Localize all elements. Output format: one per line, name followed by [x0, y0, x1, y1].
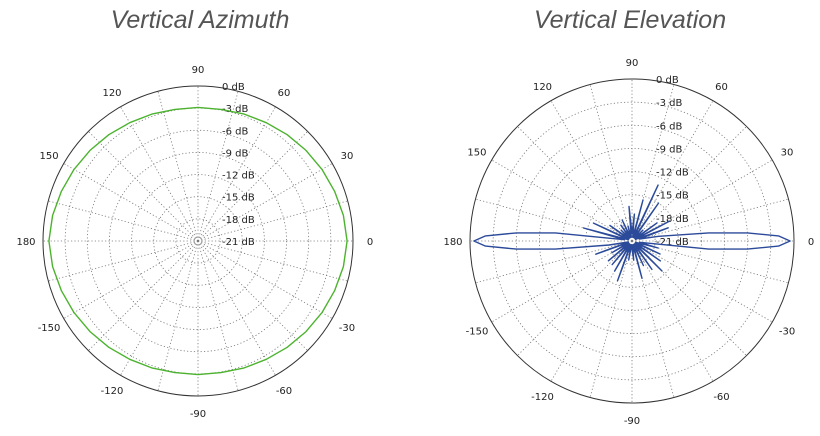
angle-tick-label: -60 — [713, 392, 729, 403]
angle-tick-label: -90 — [190, 409, 206, 420]
radial-tick-label: -18 dB — [656, 214, 689, 225]
elevation-panel: Vertical Elevation 0 dB -3 dB -6 dB -9 dB -1… — [430, 0, 820, 436]
angle-tick-label: 30 — [341, 151, 354, 162]
grid-spoke — [550, 100, 633, 242]
grid-spoke — [197, 240, 239, 391]
radial-tick-label: 0 dB — [656, 75, 679, 86]
grid-spoke — [48, 200, 199, 242]
radial-tick-label: -15 dB — [222, 193, 255, 204]
angle-tick-label: -60 — [276, 386, 292, 397]
radial-tick-label: -21 dB — [222, 237, 255, 248]
grid-spoke — [589, 84, 633, 242]
grid-spoke — [631, 240, 714, 382]
grid-spoke — [491, 159, 633, 242]
angle-tick-label: 60 — [278, 88, 291, 99]
chart-title: Vertical Azimuth — [110, 6, 290, 34]
series-line — [473, 184, 791, 282]
angle-tick-label: 60 — [715, 82, 728, 93]
grid-spoke — [631, 159, 773, 242]
angle-tick-label: 180 — [16, 237, 35, 248]
grid-ring — [175, 218, 221, 264]
grid-ring — [608, 217, 656, 265]
angle-tick-label: 150 — [39, 151, 58, 162]
grid-ring — [131, 174, 265, 308]
elevation-polar-chart: 0 dB -3 dB -6 dB -9 dB -12 dB -15 dB -18 dB -21… — [443, 58, 814, 427]
angle-tick-label: 90 — [192, 65, 205, 76]
radial-tick-label: -3 dB — [222, 104, 248, 115]
grid-spoke — [197, 240, 348, 282]
grid-ring — [86, 129, 310, 353]
angle-tick-label: -30 — [779, 327, 795, 338]
angle-tick-label: -150 — [38, 323, 61, 334]
radial-tick-label: -15 dB — [656, 191, 689, 202]
radial-tick-label: -18 dB — [222, 215, 255, 226]
radial-tick-label: -21 dB — [656, 237, 689, 248]
grid-spoke — [157, 91, 199, 242]
radial-tick-label: -6 dB — [656, 121, 682, 132]
grid-spoke — [517, 240, 633, 356]
grid-spoke — [491, 240, 633, 323]
radial-tick-label: -9 dB — [222, 148, 248, 159]
outer-ring — [469, 78, 795, 404]
grid-spoke — [63, 163, 199, 242]
grid-spoke — [157, 240, 199, 391]
grid-spoke — [197, 240, 276, 376]
grid-spoke — [197, 200, 348, 242]
angle-tick-label: 180 — [443, 237, 462, 248]
angle-tick-label: 90 — [626, 58, 639, 69]
angle-tick-label: 150 — [467, 148, 486, 159]
grid-spoke — [197, 240, 333, 319]
grid-spoke — [517, 126, 633, 242]
angle-tick-label: 0 — [808, 237, 814, 248]
grid-spoke — [120, 240, 199, 376]
angle-tick-label: -120 — [101, 386, 124, 397]
grid-spoke — [589, 240, 633, 398]
grid-spoke — [631, 240, 773, 323]
angle-tick-label: 0 — [367, 237, 373, 248]
radial-tick-label: -12 dB — [222, 171, 255, 182]
grid-spoke — [63, 240, 199, 319]
grid-spoke — [88, 131, 199, 242]
angle-tick-label: -90 — [624, 416, 640, 427]
azimuth-polar-chart: 0 dB -3 dB -6 dB -9 dB -12 dB -15 dB -18 dB -21… — [16, 65, 373, 420]
grid-ring — [585, 194, 679, 288]
angle-tick-label: -120 — [531, 392, 554, 403]
angle-tick-label: 120 — [102, 88, 121, 99]
chart-title: Vertical Elevation — [533, 6, 727, 34]
grid-spoke — [88, 240, 199, 351]
grid-spoke — [631, 126, 747, 242]
grid-spoke — [197, 163, 333, 242]
angle-tick-label: -30 — [339, 323, 355, 334]
radial-tick-label: -9 dB — [656, 144, 682, 155]
radial-tick-label: 0 dB — [222, 82, 245, 93]
grid-ring — [562, 171, 702, 311]
angle-tick-label: 120 — [533, 82, 552, 93]
grid-spoke — [48, 240, 199, 282]
azimuth-panel: Vertical Azimuth 0 dB -3 dB -6 dB -9 dB -12 … — [0, 0, 400, 436]
radial-tick-label: -3 dB — [656, 98, 682, 109]
outer-ring — [42, 85, 354, 397]
radial-tick-label: -12 dB — [656, 168, 689, 179]
radial-tick-label: -6 dB — [222, 126, 248, 137]
series-line — [48, 106, 348, 376]
angle-tick-label: 30 — [781, 148, 794, 159]
angle-tick-label: -150 — [466, 327, 489, 338]
grid-spoke — [197, 240, 308, 351]
grid-spoke — [120, 106, 199, 242]
